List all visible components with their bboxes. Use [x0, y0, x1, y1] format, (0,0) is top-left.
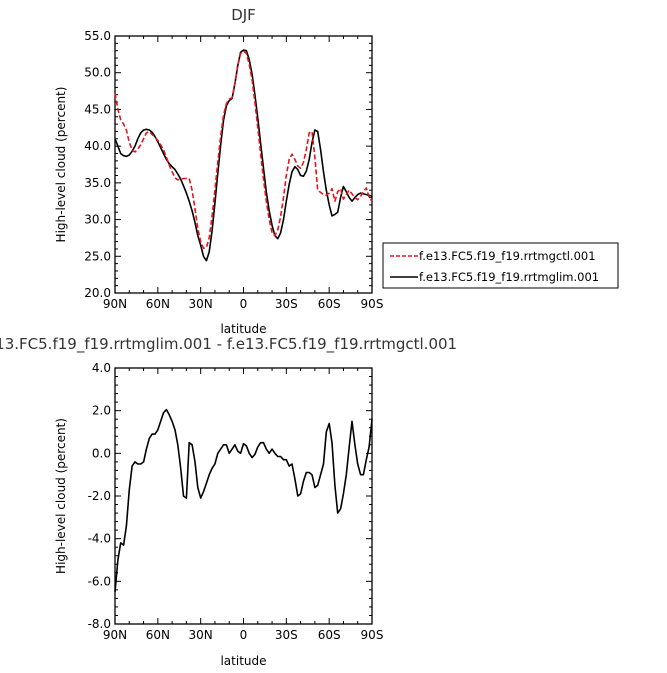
legend-label-ctl: f.e13.FC5.f19_f19.rrtmgctl.001 — [419, 249, 596, 263]
legend-label-lim: f.e13.FC5.f19_f19.rrtmglim.001 — [419, 270, 599, 284]
chart-bottom-y-tick-label: -6.0 — [88, 574, 111, 588]
chart-top: DJF 90N 60N 30N 0 30S 60S 90S 20.0 25.0 30.0 35.0… — [54, 6, 619, 336]
chart-top-x-tick-label: 60N — [146, 297, 170, 311]
chart-bottom-x-tick-label: 90S — [361, 628, 384, 642]
chart-bottom-plot-frame — [114, 367, 373, 625]
chart-bottom-y-ticks: -8.0 -6.0 -4.0 -2.0 0.0 2.0 4.0 — [88, 361, 372, 631]
chart-bottom-x-tick-label: 0 — [240, 628, 248, 642]
chart-bottom-x-tick-label: 30N — [189, 628, 213, 642]
chart-bottom-series-line-diff — [114, 408, 373, 593]
chart-top-plot-frame — [114, 35, 373, 294]
chart-top-x-tick-label: 90S — [361, 297, 384, 311]
chart-bottom-y-axis-label: High-level cloud (percent) — [54, 418, 68, 574]
chart-top-x-ticks: 90N 60N 30N 0 30S 60S 90S — [103, 36, 384, 311]
chart-bottom-y-tick-label: -4.0 — [88, 532, 111, 546]
chart-top-y-tick-label: 25.0 — [84, 249, 111, 263]
chart-bottom-y-tick-label: 0.0 — [92, 446, 111, 460]
chart-top-title: DJF — [231, 6, 256, 24]
chart-top-y-tick-label: 30.0 — [84, 213, 111, 227]
chart-top-y-ticks: 20.0 25.0 30.0 35.0 40.0 45.0 50.0 55.0 — [84, 29, 372, 300]
chart-top-y-tick-label: 50.0 — [84, 66, 111, 80]
chart-top-y-tick-label: 35.0 — [84, 176, 111, 190]
chart-bottom-x-tick-label: 30S — [275, 628, 298, 642]
chart-top-x-tick-label: 30N — [189, 297, 213, 311]
chart-bottom-x-tick-label: 60S — [318, 628, 341, 642]
chart-bottom-title: f.e13.FC5.f19_f19.rrtmglim.001 - f.e13.F… — [0, 335, 457, 354]
legend-box — [382, 242, 619, 289]
chart-top-series-line-lim — [114, 49, 373, 262]
chart-top-x-tick-label: 30S — [275, 297, 298, 311]
chart-top-x-tick-label: 0 — [240, 297, 248, 311]
chart-top-legend: f.e13.FC5.f19_f19.rrtmgctl.001 f.e13.FC5… — [382, 242, 619, 289]
chart-top-y-axis-label: High-level cloud (percent) — [54, 87, 68, 243]
chart-bottom: f.e13.FC5.f19_f19.rrtmglim.001 - f.e13.F… — [0, 335, 457, 668]
chart-top-y-tick-label: 55.0 — [84, 29, 111, 43]
chart-bottom-x-tick-label: 90N — [103, 628, 127, 642]
chart-top-series — [114, 49, 373, 262]
chart-top-x-tick-label: 60S — [318, 297, 341, 311]
chart-bottom-x-axis-label: latitude — [220, 654, 266, 668]
chart-top-x-tick-label: 90N — [103, 297, 127, 311]
chart-bottom-x-tick-label: 60N — [146, 628, 170, 642]
chart-top-y-tick-label: 45.0 — [84, 102, 111, 116]
chart-top-y-tick-label: 40.0 — [84, 139, 111, 153]
chart-bottom-y-tick-label: 4.0 — [92, 361, 111, 375]
chart-top-x-axis-label: latitude — [220, 322, 266, 336]
chart-bottom-y-tick-label: -2.0 — [88, 489, 111, 503]
chart-top-y-tick-label: 20.0 — [84, 286, 111, 300]
chart-bottom-series — [114, 408, 373, 593]
chart-top-series-line-ctl — [114, 49, 373, 249]
chart-bottom-y-tick-label: 2.0 — [92, 404, 111, 418]
chart-bottom-x-ticks: 90N 60N 30N 0 30S 60S 90S — [103, 368, 384, 642]
chart-bottom-y-tick-label: -8.0 — [88, 617, 111, 631]
